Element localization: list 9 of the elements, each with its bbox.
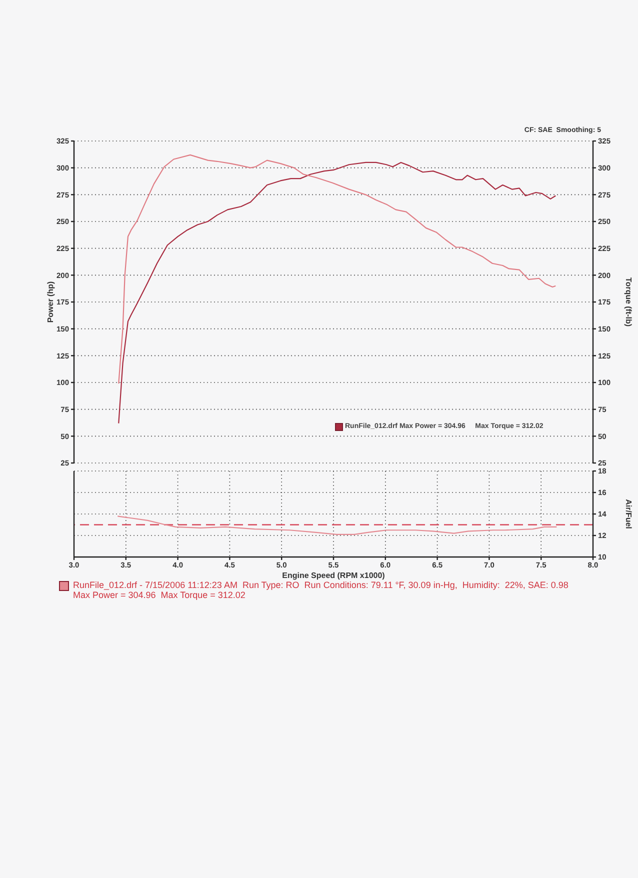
y2-axis-title: Air/Fuel xyxy=(624,499,634,529)
line-series xyxy=(118,162,556,424)
line-series xyxy=(118,154,556,384)
text: Max Power = 304.96 Max Torque = 312.02 xyxy=(73,590,246,600)
line-series xyxy=(117,516,558,535)
y2-axis-title: Torque (ft-lb) xyxy=(624,277,634,327)
y-axis-title: Power (hp) xyxy=(46,281,54,323)
x-axis-title: Engine Speed (RPM x1000) xyxy=(282,571,386,580)
text: RunFile_012.drf - 7/15/2006 11:12:23 AM Run Type: RO Run Conditions: 79.11 °F, 30.09 in-Hg, Humidity: 22%, SAE: 0.98 xyxy=(73,580,568,590)
